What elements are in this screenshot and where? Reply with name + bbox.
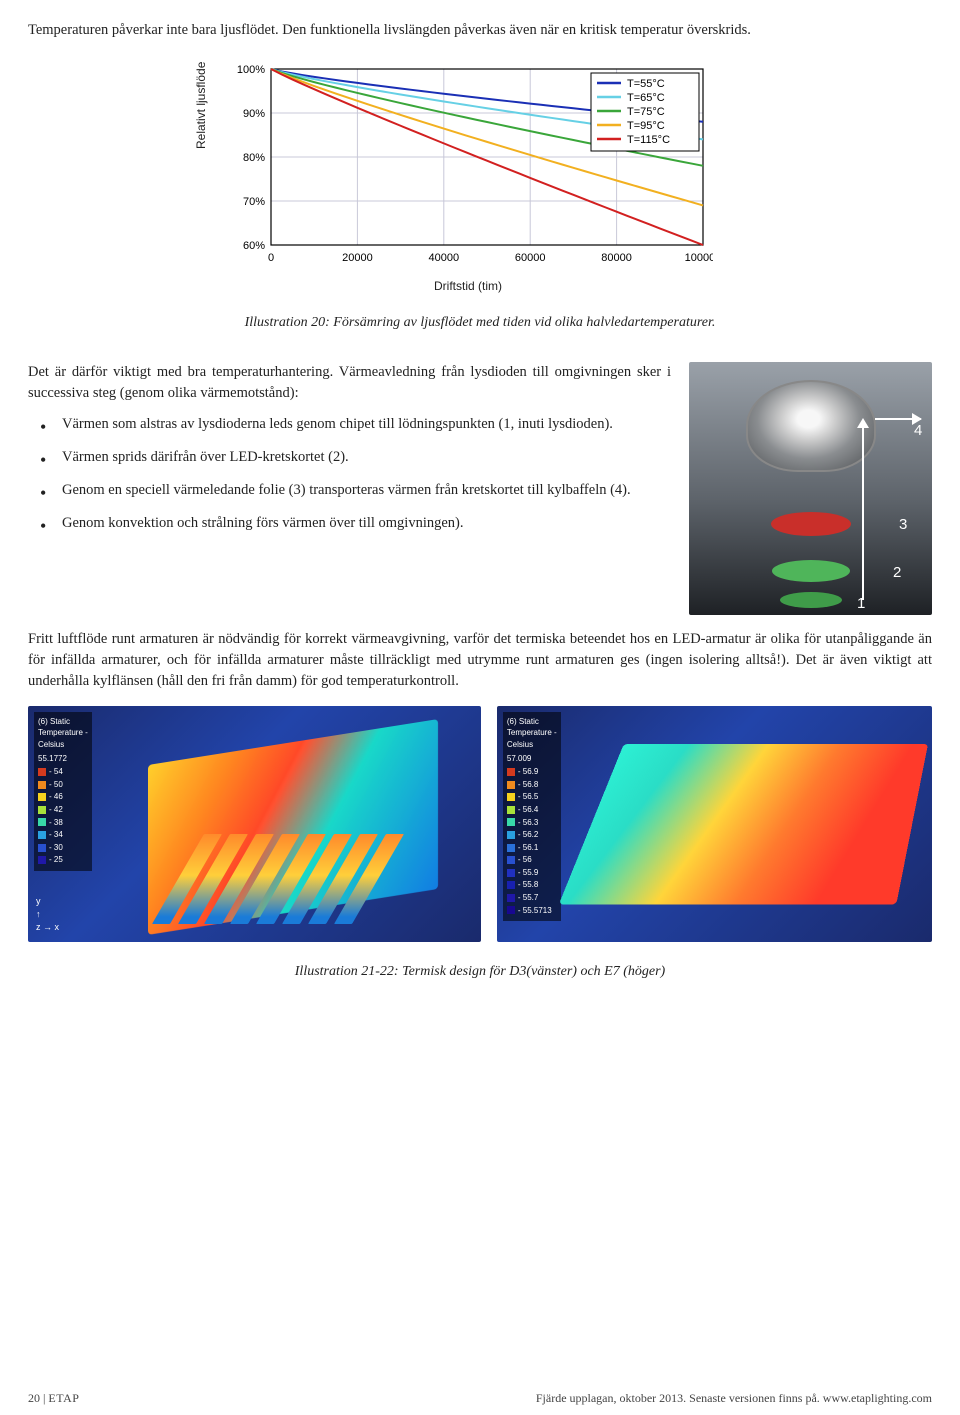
color-scale-left: (6) Static Temperature - Celsius55.1772-… <box>34 712 92 871</box>
svg-text:60000: 60000 <box>515 252 546 264</box>
chart-svg: 60% 70% 80% 90% 100% 0 20000 40000 60000 80000 100… <box>223 59 713 269</box>
line-chart: Relativt ljusflöde 60%70%80%90%100%02000… <box>223 59 713 295</box>
paragraph-1: Det är därför viktigt med bra temperatur… <box>28 362 671 404</box>
svg-text:100%: 100% <box>237 64 265 76</box>
svg-text:T=75°C: T=75°C <box>627 106 665 118</box>
chart-y-axis-label: Relativt ljusflöde <box>193 62 210 149</box>
footer-brand: ETAP <box>48 1391 79 1405</box>
chart-x-axis-label: Driftstid (tim) <box>223 278 713 295</box>
led-disc <box>780 592 842 608</box>
arrow-vertical <box>862 424 864 600</box>
callout-number: 3 <box>899 514 907 536</box>
bottom-caption: Illustration 21-22: Termisk design för D… <box>28 962 932 982</box>
thermal-sim-left: (6) Static Temperature - Celsius55.1772-… <box>28 706 481 942</box>
rail-3d-shape <box>559 744 928 904</box>
bullet-item: Genom konvektion och strålning förs värm… <box>40 513 671 534</box>
chart-caption: Illustration 20: Försämring av ljusflöde… <box>28 313 932 333</box>
page-footer: 20 | ETAP Fjärde upplagan, oktober 2013.… <box>28 1390 932 1407</box>
bullet-item: Genom en speciell värmeledande folie (3)… <box>40 480 671 501</box>
color-scale-right: (6) Static Temperature - Celsius57.009- … <box>503 712 561 922</box>
thermal-sim-right: (6) Static Temperature - Celsius57.009- … <box>497 706 932 942</box>
callout-number: 4 <box>914 420 922 442</box>
thermal-foil-disc <box>771 512 851 536</box>
footer-right: Fjärde upplagan, oktober 2013. Senaste v… <box>536 1390 932 1407</box>
exploded-view-image: 4 3 2 1 <box>689 362 932 615</box>
svg-text:T=95°C: T=95°C <box>627 120 665 132</box>
svg-text:70%: 70% <box>243 196 265 208</box>
paragraph-2: Fritt luftflöde runt armaturen är nödvän… <box>28 629 932 692</box>
bullet-item: Värmen sprids därifrån över LED-kretskor… <box>40 447 671 468</box>
svg-text:40000: 40000 <box>429 252 460 264</box>
heatsink-shape <box>746 380 876 472</box>
intro-paragraph: Temperaturen påverkar inte bara ljusflöd… <box>28 20 932 41</box>
svg-text:0: 0 <box>268 252 274 264</box>
svg-text:80%: 80% <box>243 152 265 164</box>
bullet-item: Värmen som alstras av lysdioderna leds g… <box>40 414 671 435</box>
svg-text:80000: 80000 <box>601 252 632 264</box>
pcb-disc <box>772 560 850 582</box>
arrow-tip-icon <box>857 418 869 428</box>
axes-icon: y↑z → x <box>36 895 59 934</box>
callout-number: 2 <box>893 562 901 584</box>
svg-text:90%: 90% <box>243 108 265 120</box>
svg-text:T=65°C: T=65°C <box>627 92 665 104</box>
svg-text:T=115°C: T=115°C <box>627 134 670 146</box>
page-number: 20 <box>28 1391 40 1405</box>
bullet-list: Värmen som alstras av lysdioderna leds g… <box>28 414 671 534</box>
svg-text:60%: 60% <box>243 240 265 252</box>
svg-text:20000: 20000 <box>342 252 373 264</box>
svg-text:T=55°C: T=55°C <box>627 78 665 90</box>
svg-text:100000: 100000 <box>685 252 713 264</box>
callout-number: 1 <box>857 593 865 615</box>
